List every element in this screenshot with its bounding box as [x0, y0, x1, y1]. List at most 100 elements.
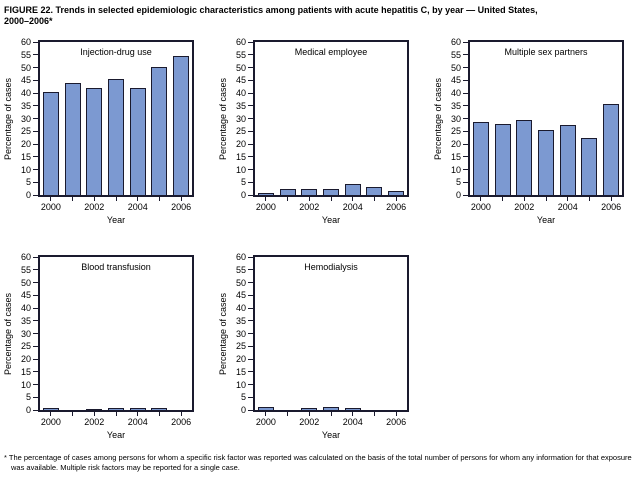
- x-tick-mark: [50, 412, 52, 416]
- y-tick-label: 35: [235, 100, 246, 111]
- bar-2003: [108, 78, 124, 195]
- y-tick-label: 35: [450, 100, 461, 111]
- y-tick-label: 0: [455, 190, 461, 200]
- y-tick-mark: [248, 169, 253, 170]
- y-tick-mark: [248, 181, 253, 183]
- x-tick-mark: [158, 412, 160, 416]
- y-tick-label: 15: [20, 366, 31, 377]
- y-tick-label: 20: [235, 139, 246, 149]
- x-tick-mark: [265, 197, 267, 201]
- plot-area: Blood transfusion: [38, 255, 194, 412]
- x-tick-label: 2006: [171, 417, 192, 427]
- x-tick-mark: [373, 412, 375, 416]
- y-tick-mark: [248, 143, 253, 145]
- y-tick-label: 30: [20, 113, 31, 124]
- y-tick-mark: [33, 358, 38, 360]
- x-tick-mark: [50, 197, 52, 201]
- y-tick-mark: [248, 67, 253, 68]
- x-tick-mark: [330, 197, 332, 201]
- x-tick-mark: [180, 412, 182, 416]
- y-tick-label: 5: [25, 392, 31, 403]
- bar-2003: [323, 189, 339, 195]
- x-axis-title: Year: [106, 430, 126, 440]
- x-tick-mark: [72, 412, 74, 416]
- y-tick-mark: [248, 269, 253, 271]
- x-tick-label: 2004: [127, 417, 148, 427]
- y-tick-mark: [248, 41, 253, 43]
- x-tick-mark: [115, 412, 117, 416]
- plot-area: Injection-drug use: [38, 40, 194, 197]
- y-axis-title: Percentage of cases: [3, 292, 13, 375]
- y-tick-mark: [463, 194, 468, 196]
- bar-2004: [559, 124, 576, 195]
- y-tick-label: 25: [20, 126, 31, 137]
- y-tick-label: 55: [235, 49, 246, 60]
- y-tick-label: 35: [20, 315, 31, 326]
- x-tick-mark: [180, 197, 182, 201]
- y-tick-label: 30: [450, 113, 461, 124]
- y-tick-mark: [463, 181, 468, 183]
- bar-2005: [366, 186, 383, 195]
- bar-2000: [257, 192, 274, 195]
- y-tick-mark: [33, 67, 38, 68]
- x-tick-mark: [93, 197, 95, 201]
- y-tick-mark: [248, 54, 253, 56]
- x-tick-label: 2000: [255, 202, 276, 212]
- y-tick-mark: [463, 79, 468, 81]
- x-tick-mark: [330, 412, 332, 416]
- x-tick-label: 2004: [342, 202, 363, 212]
- x-tick-mark: [93, 412, 95, 416]
- y-tick-label: 30: [235, 328, 246, 339]
- y-axis-ticks: 0 5 10 15 20 25 30 35 40 45 50 55 60: [229, 37, 253, 200]
- y-tick-mark: [248, 256, 253, 258]
- bar-2002: [86, 87, 103, 195]
- y-tick-label: 20: [235, 354, 246, 364]
- y-tick-mark: [33, 294, 38, 296]
- y-tick-mark: [463, 105, 468, 107]
- y-tick-label: 15: [235, 151, 246, 162]
- y-tick-mark: [33, 371, 38, 373]
- y-tick-label: 30: [235, 113, 246, 124]
- chart-multiple-sex-partners: Percentage of cases 0 5 10 15 20 25 30 35 40 45 50…: [432, 33, 641, 235]
- bar-2006: [603, 103, 620, 195]
- x-tick-label: 2000: [40, 202, 61, 212]
- y-tick-mark: [463, 41, 468, 43]
- y-tick-label: 60: [20, 37, 31, 47]
- y-tick-mark: [463, 67, 468, 68]
- y-tick-mark: [248, 371, 253, 373]
- x-tick-label: 2000: [470, 202, 491, 212]
- bar-2004: [129, 407, 146, 410]
- y-tick-label: 0: [240, 405, 246, 415]
- y-tick-mark: [463, 54, 468, 56]
- y-tick-mark: [463, 92, 468, 94]
- x-tick-mark: [480, 197, 482, 201]
- bar-2005: [581, 137, 598, 195]
- chart-hemodialysis: Percentage of cases 0 5 10 15 20 25 30 35 40 45 50…: [217, 248, 430, 450]
- y-tick-label: 20: [20, 354, 31, 364]
- x-tick-mark: [395, 412, 397, 416]
- y-tick-mark: [463, 169, 468, 170]
- x-tick-mark: [502, 197, 504, 201]
- y-tick-label: 0: [240, 190, 246, 200]
- chart-title: Medical employee: [294, 47, 368, 57]
- y-tick-label: 40: [450, 88, 461, 98]
- y-tick-mark: [33, 169, 38, 170]
- x-tick-mark: [523, 197, 525, 201]
- x-axis-ticks: 2000 2002 2004 2006: [470, 197, 622, 215]
- y-tick-label: 35: [235, 315, 246, 326]
- y-tick-label: 55: [20, 49, 31, 60]
- y-tick-label: 60: [235, 37, 246, 47]
- x-tick-label: 2006: [386, 202, 407, 212]
- bar-2005: [151, 66, 168, 195]
- y-tick-mark: [33, 256, 38, 258]
- figure-title-line2: 2000–2006*: [4, 16, 53, 26]
- y-tick-label: 10: [235, 379, 246, 390]
- x-axis-ticks: 2000 2002 2004 2006: [255, 412, 407, 430]
- y-tick-mark: [463, 156, 468, 158]
- y-tick-mark: [463, 118, 468, 119]
- figure-title-line1: FIGURE 22. Trends in selected epidemiolo…: [4, 5, 538, 15]
- y-tick-label: 55: [20, 264, 31, 275]
- plot-area: Multiple sex partners: [468, 40, 624, 197]
- y-tick-mark: [33, 54, 38, 56]
